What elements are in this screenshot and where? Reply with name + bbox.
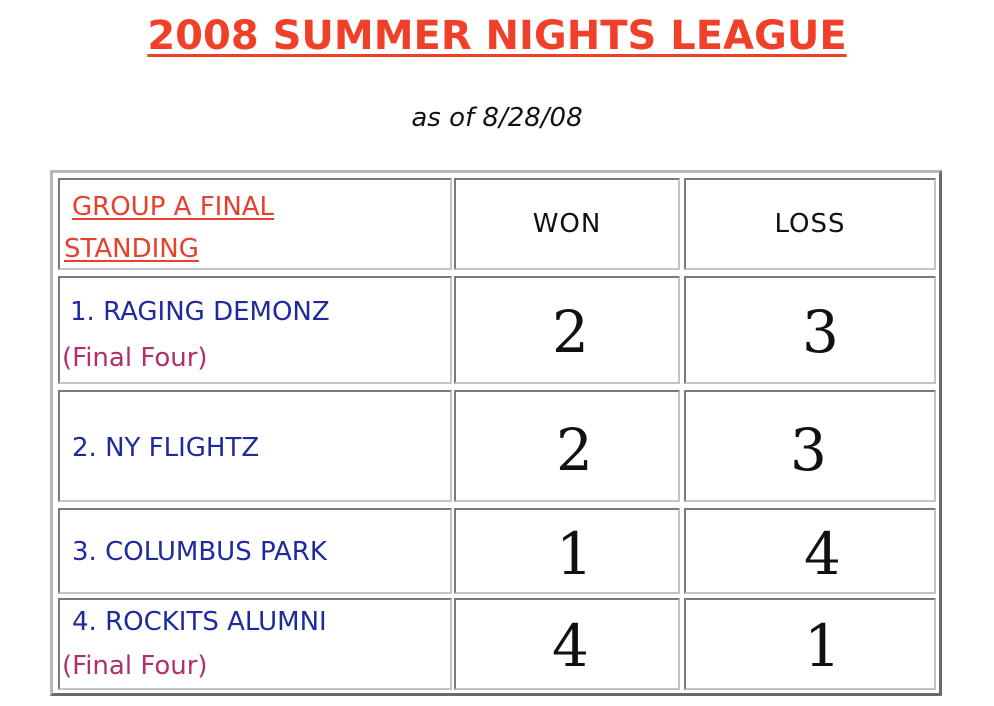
loss-cell: 3 [684, 276, 936, 384]
won-header-cell: WON [454, 178, 680, 270]
loss-cell: 1 [684, 598, 936, 690]
loss-header-cell: LOSS [684, 178, 936, 270]
loss-cell: 3 [684, 390, 936, 502]
standings-table: GROUP A FINAL STANDING WON LOSS 1. RAGIN… [50, 170, 942, 696]
page-title: 2008 SUMMER NIGHTS LEAGUE [147, 13, 847, 59]
won-value: 2 [552, 298, 589, 366]
won-cell: 2 [454, 276, 680, 384]
won-value: 2 [556, 416, 593, 484]
final-four-note: (Final Four) [62, 343, 208, 373]
table-row: 4. ROCKITS ALUMNI (Final Four) [58, 598, 452, 690]
team-name: 1. RAGING DEMONZ [70, 297, 330, 327]
loss-value: 1 [804, 612, 841, 680]
loss-value: 3 [790, 416, 827, 484]
table-row: 2. NY FLIGHTZ [58, 390, 452, 502]
team-name: 4. ROCKITS ALUMNI [72, 607, 327, 637]
won-cell: 4 [454, 598, 680, 690]
as-of-date: as of 8/28/08 [411, 103, 583, 133]
team-name: 2. NY FLIGHTZ [72, 433, 260, 463]
loss-value: 3 [802, 298, 839, 366]
loss-value: 4 [804, 520, 841, 588]
won-cell: 1 [454, 508, 680, 594]
won-header: WON [532, 209, 602, 239]
won-value: 1 [556, 520, 593, 588]
loss-header: LOSS [774, 209, 846, 239]
final-four-note: (Final Four) [62, 651, 208, 681]
table-row: 1. RAGING DEMONZ (Final Four) [58, 276, 452, 384]
group-label-line2: STANDING [64, 234, 199, 264]
won-cell: 2 [454, 390, 680, 502]
team-name: 3. COLUMBUS PARK [72, 537, 327, 567]
table-row: 3. COLUMBUS PARK [58, 508, 452, 594]
group-header-cell: GROUP A FINAL STANDING [58, 178, 452, 270]
group-label-line1: GROUP A FINAL [72, 192, 275, 222]
won-value: 4 [552, 612, 589, 680]
loss-cell: 4 [684, 508, 936, 594]
